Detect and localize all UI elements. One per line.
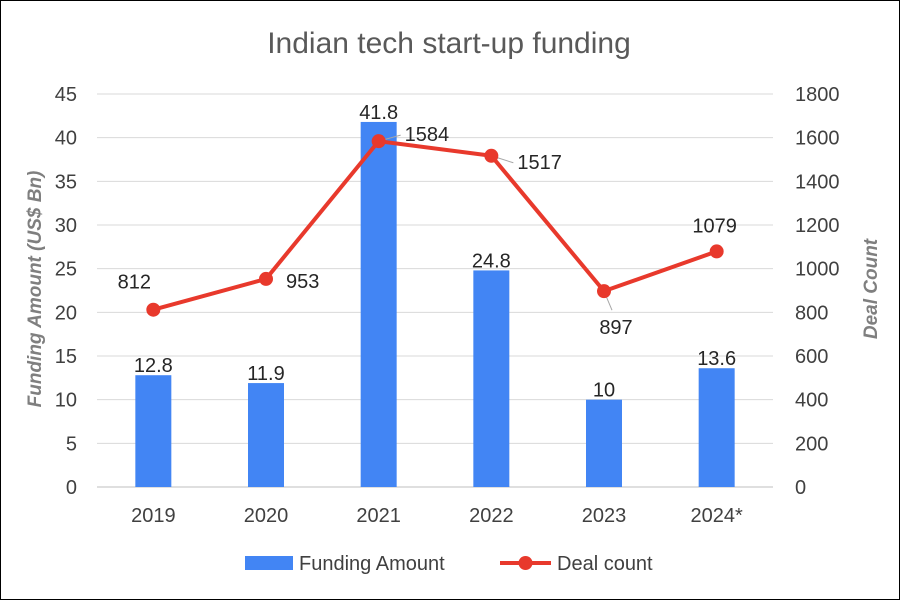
right-tick-label: 1200 [795, 215, 840, 237]
legend: Funding Amount Deal count [245, 553, 653, 575]
bar-data-label: 10 [593, 380, 615, 402]
left-tick-label: 25 [55, 259, 77, 281]
right-tick-label: 800 [795, 302, 828, 324]
bar-data-label: 11.9 [247, 363, 284, 385]
bar-data-label: 12.8 [134, 355, 173, 377]
line-data-label: 1584 [405, 124, 450, 146]
x-tick-label: 2019 [131, 505, 176, 527]
x-tick-label: 2022 [469, 505, 514, 527]
right-axis-ticks: 0 200 400 600 800 1000 1200 1400 1600 1800 [795, 84, 840, 499]
legend-bar-swatch [245, 556, 293, 570]
line-data-label: 1517 [517, 152, 562, 174]
chart-title: Indian tech start-up funding [267, 27, 631, 60]
line-marker [484, 148, 499, 163]
bar-series [135, 121, 735, 488]
right-axis-title: Deal Count [861, 238, 882, 339]
legend-label-deal-count: Deal count [557, 553, 653, 575]
line-data-label: 953 [286, 271, 319, 293]
line-data-labels: 812 953 1584 1517 897 1079 [118, 124, 737, 339]
left-tick-label: 20 [55, 302, 77, 324]
deal-count-line [151, 139, 719, 312]
x-axis-ticks: 2019 2020 2021 2022 2023 2024* [131, 505, 743, 527]
left-axis-title: Funding Amount (US$ Bn) [25, 171, 46, 408]
right-tick-label: 1800 [795, 84, 840, 106]
bar-data-label: 41.8 [359, 102, 398, 124]
bar-data-label: 24.8 [472, 250, 511, 272]
line-marker [597, 284, 611, 299]
right-tick-label: 1400 [795, 171, 840, 193]
bar [360, 121, 397, 488]
bar [135, 375, 172, 487]
line-marker [259, 271, 273, 286]
line-series [146, 134, 724, 317]
right-tick-label: 1600 [795, 128, 840, 150]
left-tick-label: 15 [55, 346, 77, 368]
right-tick-label: 1000 [795, 259, 840, 281]
left-tick-label: 5 [66, 433, 77, 455]
bar [248, 383, 284, 487]
bar [698, 368, 735, 487]
left-tick-label: 40 [55, 128, 77, 150]
left-tick-label: 0 [66, 477, 77, 499]
right-tick-label: 400 [795, 390, 828, 412]
line-data-label: 1079 [692, 215, 737, 237]
x-tick-label: 2024* [691, 505, 743, 527]
line-marker [709, 244, 724, 259]
line-data-label: 812 [118, 272, 151, 294]
right-tick-label: 200 [795, 433, 828, 455]
gridlines [97, 93, 773, 488]
left-axis-ticks: 0 5 10 15 20 25 30 35 40 45 [55, 84, 77, 499]
left-tick-label: 10 [55, 390, 77, 412]
x-tick-label: 2021 [356, 505, 401, 527]
left-tick-label: 30 [55, 215, 77, 237]
x-tick-label: 2023 [582, 505, 627, 527]
legend-marker [518, 556, 533, 570]
line-marker [371, 134, 386, 149]
bar [473, 270, 510, 487]
left-tick-label: 35 [55, 171, 77, 193]
bar [586, 399, 622, 487]
left-tick-label: 45 [55, 84, 77, 106]
legend-label-funding: Funding Amount [299, 553, 445, 575]
right-tick-label: 600 [795, 346, 828, 368]
line-data-label: 897 [599, 317, 632, 339]
bar-data-label: 13.6 [697, 348, 736, 370]
x-tick-label: 2020 [244, 505, 289, 527]
bar-data-labels: 12.8 11.9 41.8 24.8 10 13.6 [134, 102, 736, 402]
line-marker [146, 302, 161, 317]
right-tick-label: 0 [795, 477, 806, 499]
